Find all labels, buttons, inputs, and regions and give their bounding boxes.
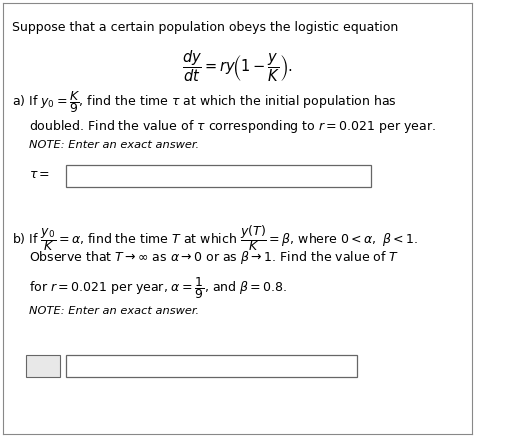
Text: $\dfrac{dy}{dt} = ry\!\left(1 - \dfrac{y}{K}\right).$: $\dfrac{dy}{dt} = ry\!\left(1 - \dfrac{y…: [182, 48, 293, 83]
Text: Observe that $T \to \infty$ as $\alpha \to 0$ or as $\beta \to 1$. Find the valu: Observe that $T \to \infty$ as $\alpha \…: [29, 249, 399, 266]
Text: b) If $\dfrac{y_0}{K} = \alpha$, find the time $T$ at which $\dfrac{y(T)}{K} = \: b) If $\dfrac{y_0}{K} = \alpha$, find th…: [12, 223, 418, 253]
Text: a) If $y_0 = \dfrac{K}{9}$, find the time $\tau$ at which the initial population: a) If $y_0 = \dfrac{K}{9}$, find the tim…: [12, 89, 397, 115]
FancyBboxPatch shape: [66, 165, 371, 187]
Text: Suppose that a certain population obeys the logistic equation: Suppose that a certain population obeys …: [12, 21, 399, 35]
Text: $T =$: $T =$: [33, 360, 54, 373]
Text: doubled. Find the value of $\tau$ corresponding to $r = 0.021$ per year.: doubled. Find the value of $\tau$ corres…: [29, 118, 436, 135]
Text: for $r = 0.021$ per year, $\alpha = \dfrac{1}{9}$, and $\beta = 0.8$.: for $r = 0.021$ per year, $\alpha = \dfr…: [29, 275, 287, 302]
FancyBboxPatch shape: [26, 355, 60, 377]
Text: NOTE: Enter an exact answer.: NOTE: Enter an exact answer.: [29, 305, 199, 316]
FancyBboxPatch shape: [66, 355, 357, 377]
Text: $\tau =$: $\tau =$: [29, 167, 50, 180]
Text: NOTE: Enter an exact answer.: NOTE: Enter an exact answer.: [29, 140, 199, 150]
